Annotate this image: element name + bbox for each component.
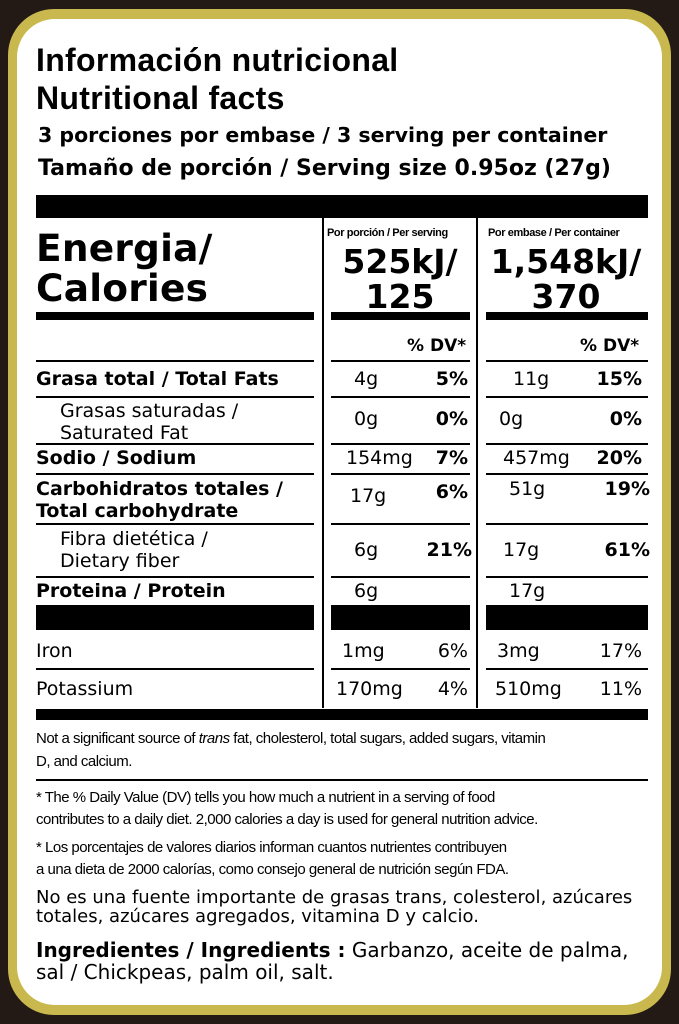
row-line xyxy=(36,473,314,475)
title-es: Información nutricional xyxy=(36,42,399,78)
row-line xyxy=(331,443,470,445)
row-line xyxy=(486,396,648,398)
row-line xyxy=(331,576,470,578)
fiber-container-dv: 61% xyxy=(604,539,650,561)
iron-container-dv: 17% xyxy=(599,640,642,662)
protein-serving-amount: 6g xyxy=(354,580,379,602)
protein-bar-label xyxy=(36,605,314,630)
fiber-container-amount: 17g xyxy=(503,539,540,561)
row-line xyxy=(486,523,648,525)
per-serving-energy: 525kJ/ 125 xyxy=(342,242,458,316)
column-divider-left xyxy=(322,218,324,708)
row-line xyxy=(486,668,648,670)
potassium-container-amount: 510mg xyxy=(495,678,562,700)
per-container-energy: 1,548kJ/ 370 xyxy=(490,242,642,316)
nutrient-label-dietary-fiber: Fibra dietética / Dietary fiber xyxy=(60,528,208,572)
row-line xyxy=(486,360,648,362)
iron-serving-amount: 1mg xyxy=(342,640,385,662)
protein-container-amount: 17g xyxy=(509,580,546,602)
nutrient-label-protein: Proteina / Protein xyxy=(36,580,226,602)
ingredients: Ingredientes / Ingredients : Garbanzo, a… xyxy=(36,938,629,984)
row-line xyxy=(331,523,470,525)
footnote-es: * Los porcentajes de valores diarios inf… xyxy=(36,839,509,878)
footnote-en: * The % Daily Value (DV) tells you how m… xyxy=(36,789,538,828)
energy-label: Energia/ Calories xyxy=(36,226,213,310)
iron-container-amount: 3mg xyxy=(497,640,540,662)
energy-bar-serving xyxy=(331,312,470,320)
saturated-fat-serving-dv: 0% xyxy=(435,408,468,430)
sodium-serving-dv: 7% xyxy=(435,447,468,469)
serving-size: Tamaño de porción / Serving size 0.95oz … xyxy=(38,156,611,181)
carbohydrate-container-amount: 51g xyxy=(509,478,546,500)
protein-bar-serving xyxy=(331,605,470,630)
not-significant-source-es: No es una fuente importante de grasas tr… xyxy=(36,887,633,927)
row-line xyxy=(36,668,314,670)
mineral-label-iron: Iron xyxy=(36,640,73,662)
row-line xyxy=(36,360,314,362)
potassium-serving-amount: 170mg xyxy=(336,678,403,700)
total-fats-serving-amount: 4g xyxy=(354,368,379,390)
saturated-fat-serving-amount: 0g xyxy=(354,408,379,430)
fiber-serving-amount: 6g xyxy=(354,539,379,561)
bottom-thick-bar xyxy=(36,709,648,720)
protein-bar-container xyxy=(486,605,648,630)
energy-bar-container xyxy=(486,312,648,320)
energy-bar-label xyxy=(36,312,314,320)
fiber-serving-dv: 21% xyxy=(426,539,472,561)
nutrient-label-saturated-fat: Grasas saturadas / Saturated Fat xyxy=(60,400,239,444)
potassium-container-dv: 11% xyxy=(599,678,642,700)
nutrient-label-total-fats: Grasa total / Total Fats xyxy=(36,368,279,390)
row-line xyxy=(36,396,314,398)
nutrient-label-total-carbohydrate: Carbohidratos totales / Total carbohydra… xyxy=(36,478,283,522)
potassium-serving-dv: 4% xyxy=(437,678,468,700)
row-line xyxy=(486,443,648,445)
column-divider-right xyxy=(476,218,478,708)
row-line xyxy=(36,443,314,445)
total-fats-serving-dv: 5% xyxy=(435,368,468,390)
title-en: Nutritional facts xyxy=(36,80,285,116)
footnote-divider xyxy=(36,779,648,781)
per-serving-header: Por porción / Per serving xyxy=(327,227,448,239)
carbohydrate-serving-dv: 6% xyxy=(435,481,468,503)
iron-serving-dv: 6% xyxy=(437,640,468,662)
sodium-serving-amount: 154mg xyxy=(346,447,413,469)
sodium-container-amount: 457mg xyxy=(503,447,570,469)
dv-header-serving: % DV* xyxy=(407,336,467,356)
row-line xyxy=(331,396,470,398)
carbohydrate-container-dv: 19% xyxy=(604,478,650,500)
saturated-fat-container-dv: 0% xyxy=(609,408,642,430)
total-fats-container-dv: 15% xyxy=(596,368,642,390)
row-line xyxy=(486,473,648,475)
row-line xyxy=(486,576,648,578)
per-container-header: Por embase / Per container xyxy=(488,227,620,239)
sodium-container-dv: 20% xyxy=(596,447,642,469)
mineral-label-potassium: Potassium xyxy=(36,678,134,700)
row-line xyxy=(331,668,470,670)
nutrient-label-sodium: Sodio / Sodium xyxy=(36,447,197,469)
dv-header-container: % DV* xyxy=(580,336,640,356)
saturated-fat-container-amount: 0g xyxy=(499,408,524,430)
top-thick-bar xyxy=(36,195,648,218)
row-line xyxy=(331,360,470,362)
row-line xyxy=(331,473,470,475)
not-significant-source-note: Not a significant source of trans fat, c… xyxy=(36,730,546,770)
row-line xyxy=(36,523,314,525)
carbohydrate-serving-amount: 17g xyxy=(350,485,387,507)
total-fats-container-amount: 11g xyxy=(513,368,550,390)
row-line xyxy=(36,576,314,578)
label-panel xyxy=(17,19,662,1005)
servings-per-container: 3 porciones por embase / 3 serving per c… xyxy=(38,123,608,147)
